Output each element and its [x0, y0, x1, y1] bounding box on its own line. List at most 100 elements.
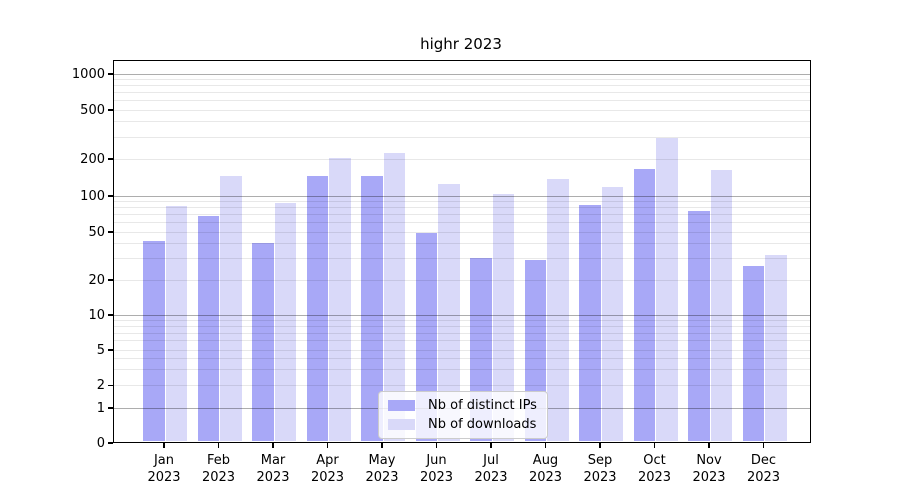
x-tick-mark [326, 443, 329, 448]
x-tick-mark [381, 443, 383, 448]
bar-downloads [601, 187, 623, 441]
gridline-minor [114, 92, 810, 94]
x-tick-month: Jul [483, 453, 499, 468]
x-tick-label: Jan 2023 [132, 452, 196, 486]
x-tick-label: Jun 2023 [405, 452, 469, 486]
x-tick-mark [217, 443, 220, 448]
x-tick-year: 2023 [419, 470, 454, 485]
x-tick-label: Aug 2023 [514, 452, 578, 486]
bar-downloads [383, 153, 405, 441]
y-tick-mark [108, 231, 113, 233]
x-tick-month: May [368, 453, 396, 468]
x-tick-mark [762, 443, 765, 448]
gridline-minor [114, 109, 810, 111]
legend-item: Nb of distinct IPs [388, 398, 537, 413]
gridline-minor [114, 200, 810, 202]
gridline-minor [114, 332, 810, 334]
y-tick-label: 200 [80, 151, 105, 167]
x-tick-month: Oct [643, 453, 666, 468]
gridline-minor [114, 121, 810, 123]
gridline-minor [114, 258, 810, 260]
gridline-minor [114, 222, 810, 224]
y-tick-mark [108, 384, 113, 387]
gridline-minor [114, 231, 810, 233]
y-tick-mark [108, 195, 113, 197]
y-tick-label: 100 [80, 188, 105, 204]
bar-downloads [492, 193, 514, 441]
x-tick-mark [599, 443, 601, 448]
bar-distinct-ips [306, 175, 328, 441]
x-tick-month: Sep [587, 453, 613, 468]
x-tick-month: Mar [260, 453, 286, 468]
bar-distinct-ips [579, 204, 601, 441]
gridline-major [114, 314, 810, 316]
x-tick-mark [163, 443, 165, 448]
y-tick-label: 500 [80, 102, 105, 118]
x-tick-month: Jun [426, 453, 447, 468]
bar-downloads [765, 254, 787, 441]
chart-title: highr 2023 [420, 35, 502, 53]
y-tick-mark [108, 407, 113, 409]
x-tick-year: 2023 [147, 470, 181, 485]
x-tick-label: Mar 2023 [241, 452, 305, 486]
gridline-minor [114, 385, 810, 386]
y-tick-label: 20 [88, 272, 105, 288]
x-tick-month: Jan [153, 453, 175, 468]
bar-distinct-ips [361, 175, 383, 441]
bar-downloads [656, 137, 678, 441]
y-tick-label: 10 [88, 307, 105, 323]
bar-downloads [274, 202, 296, 441]
y-tick-label: 1 [96, 400, 105, 416]
x-tick-year: 2023 [201, 470, 236, 485]
x-tick-year: 2023 [583, 470, 617, 485]
y-tick-mark [108, 109, 113, 111]
y-tick-label: 5 [96, 342, 105, 358]
x-tick-label: Apr 2023 [296, 452, 360, 486]
x-tick-month: Feb [206, 453, 231, 468]
x-tick-mark [653, 443, 656, 448]
bar-distinct-ips [742, 265, 764, 441]
bar-downloads [438, 184, 460, 441]
bar-distinct-ips [688, 211, 710, 441]
bar-downloads [547, 179, 569, 441]
x-tick-year: 2023 [365, 470, 399, 485]
gridline-major [114, 195, 810, 197]
x-tick-label: Oct 2023 [623, 452, 687, 486]
gridline-minor [114, 243, 810, 245]
legend-swatch [388, 400, 415, 411]
x-tick-year: 2023 [474, 470, 508, 485]
legend-swatch [388, 419, 415, 430]
gridline-minor [114, 279, 810, 281]
gridline-minor [114, 325, 810, 327]
legend: Nb of distinct IPs Nb of downloads [378, 391, 548, 439]
bar-downloads [220, 175, 242, 441]
gridline-minor [114, 358, 810, 360]
y-tick-label: 2 [96, 378, 105, 393]
legend-label: Nb of distinct IPs [428, 398, 537, 413]
x-tick-year: 2023 [310, 470, 345, 485]
y-tick-mark [108, 442, 113, 444]
gridline-minor [114, 100, 810, 102]
y-tick-label: 1000 [71, 66, 105, 82]
y-tick-label: 50 [88, 224, 105, 240]
y-tick-mark [108, 349, 113, 351]
y-tick-mark [108, 73, 113, 75]
bar-distinct-ips [633, 168, 655, 441]
gridline-minor [114, 214, 810, 216]
bar-downloads [329, 157, 351, 441]
x-tick-label: Feb 2023 [187, 452, 251, 486]
y-tick-mark [108, 158, 113, 160]
x-tick-label: Sep 2023 [568, 452, 632, 486]
y-tick-label: 0 [96, 435, 105, 451]
x-tick-month: Nov [696, 453, 722, 468]
bar-distinct-ips [252, 243, 274, 441]
x-tick-month: Apr [316, 453, 339, 468]
x-tick-year: 2023 [637, 470, 672, 485]
y-tick-mark [108, 279, 113, 281]
bar-downloads [710, 169, 732, 441]
plot-area: Nb of distinct IPs Nb of downloads [113, 60, 811, 443]
gridline-minor [114, 340, 810, 342]
bar-downloads [165, 205, 187, 441]
legend-label: Nb of downloads [428, 417, 537, 432]
